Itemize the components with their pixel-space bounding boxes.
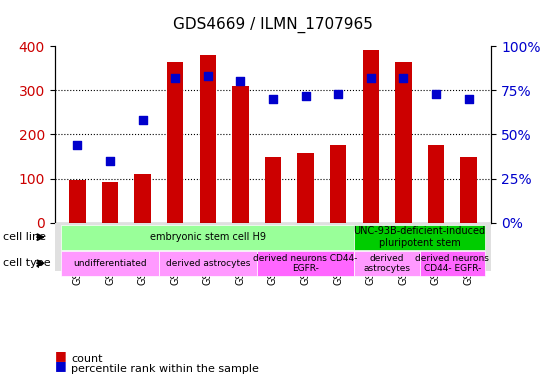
Text: embryonic stem cell H9: embryonic stem cell H9 [150,232,266,242]
Text: undifferentiated: undifferentiated [73,259,147,268]
Text: ■: ■ [55,359,67,372]
Bar [200,55,216,223]
Text: cell line: cell line [3,232,46,242]
Text: count: count [71,354,103,364]
Text: cell type: cell type [3,258,50,268]
Point [73,142,82,148]
Point [399,75,408,81]
Bar [102,182,118,223]
Point [432,91,441,97]
Point [236,78,245,84]
Point [301,93,310,99]
Point [138,117,147,123]
Bar [298,153,314,223]
Bar [167,61,183,223]
Text: UNC-93B-deficient-induced
pluripotent stem: UNC-93B-deficient-induced pluripotent st… [354,226,486,248]
Bar [363,50,379,223]
Bar [428,146,444,223]
Point [204,73,212,79]
Text: percentile rank within the sample: percentile rank within the sample [71,364,259,374]
Point [366,75,375,81]
Bar [460,157,477,223]
Bar [265,157,281,223]
Text: ■: ■ [55,349,67,362]
Text: derived astrocytes: derived astrocytes [165,259,250,268]
Point [171,75,180,81]
Bar [134,174,151,223]
Bar [232,86,248,223]
Bar [69,180,86,223]
Text: derived neurons
CD44- EGFR-: derived neurons CD44- EGFR- [416,253,489,273]
Point [334,91,342,97]
Text: derived
astrocytes: derived astrocytes [364,253,411,273]
Point [105,158,114,164]
Point [269,96,277,102]
Text: derived neurons CD44-
EGFR-: derived neurons CD44- EGFR- [253,253,358,273]
Bar [330,146,346,223]
Point [464,96,473,102]
Text: GDS4669 / ILMN_1707965: GDS4669 / ILMN_1707965 [173,17,373,33]
Bar [395,61,412,223]
